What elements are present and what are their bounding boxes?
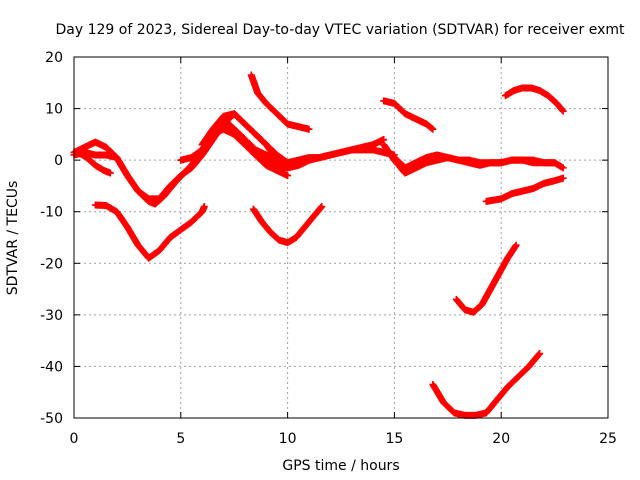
x-tick-label: 10	[279, 431, 297, 447]
data-point	[106, 169, 114, 177]
series-track-9	[247, 71, 313, 133]
series-track-15	[452, 241, 520, 316]
y-tick-label: -40	[40, 359, 63, 375]
data-point	[559, 174, 567, 182]
series-track-12	[390, 151, 559, 172]
data-point	[318, 203, 326, 211]
data-point	[200, 203, 208, 211]
y-tick-labels: -50 -40 -30 -20 -10 0 10 20	[40, 50, 63, 427]
data-series	[70, 71, 567, 419]
x-tick-label: 20	[492, 431, 510, 447]
x-tick-label: 5	[176, 431, 185, 447]
y-tick-label: 10	[45, 102, 63, 118]
data-point	[305, 125, 313, 133]
x-tick-labels: 0 5 10 15 20 25	[70, 431, 617, 447]
data-point	[558, 106, 566, 114]
series-track-10	[380, 97, 437, 133]
grid-lines	[74, 57, 608, 418]
y-tick-label: 0	[54, 153, 63, 169]
data-point	[559, 107, 567, 115]
series-track-7	[91, 201, 208, 262]
y-tick-label: 20	[45, 50, 63, 66]
y-axis-label: SDTVAR / TECUs	[5, 181, 21, 296]
series-track-14	[501, 84, 567, 115]
x-tick-label: 0	[70, 431, 79, 447]
x-axis-label: GPS time / hours	[282, 458, 399, 474]
plot-frame	[73, 56, 609, 419]
series-track-8	[249, 203, 326, 247]
y-tick-label: -30	[40, 308, 63, 324]
data-point	[512, 241, 520, 249]
y-tick-label: -50	[40, 411, 63, 427]
x-tick-label: 25	[599, 431, 617, 447]
chart-title: Day 129 of 2023, Sidereal Day-to-day VTE…	[56, 22, 626, 38]
series-track-6	[198, 110, 388, 167]
data-point	[559, 164, 567, 172]
x-tick-label: 15	[385, 431, 403, 447]
series-track-4	[177, 115, 292, 180]
series-track-13	[482, 174, 567, 205]
y-tick-label: -10	[40, 205, 63, 221]
series-track-3	[74, 148, 114, 177]
y-tick-label: -20	[40, 256, 63, 272]
data-point	[284, 172, 292, 180]
data-point	[536, 350, 544, 358]
data-point	[429, 125, 437, 133]
series-track-16	[429, 350, 544, 419]
tick-marks	[73, 56, 609, 419]
data-point	[551, 159, 559, 167]
